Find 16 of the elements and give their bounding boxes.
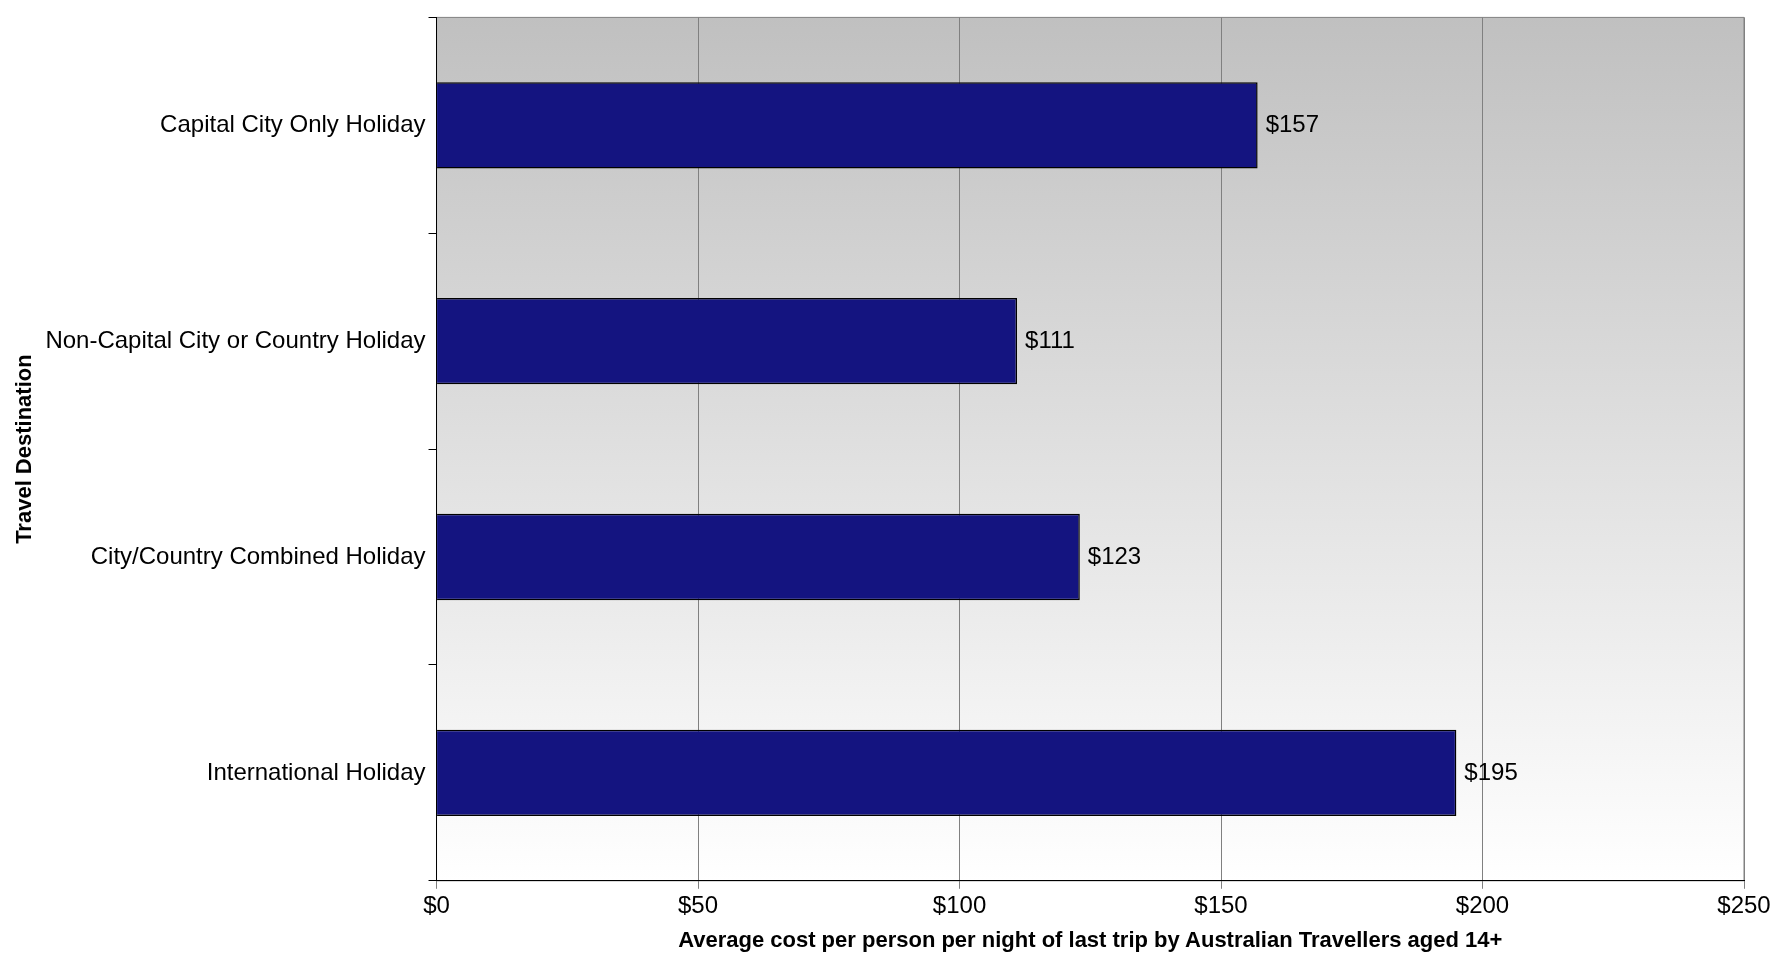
x-tick-label: $250 xyxy=(1717,890,1771,918)
x-tick-label: $50 xyxy=(678,890,719,918)
data-label: $157 xyxy=(1265,109,1320,137)
y-tick-label: Capital City Only Holiday xyxy=(160,109,426,137)
data-label: $195 xyxy=(1464,757,1518,785)
y-axis-title: Travel Destination xyxy=(11,354,37,544)
x-tick-label: $0 xyxy=(423,890,450,918)
y-tick-label: Non-Capital City or Country Holiday xyxy=(45,325,426,353)
x-tick-label: $200 xyxy=(1455,890,1510,918)
data-label: $123 xyxy=(1087,541,1142,569)
data-label: $111 xyxy=(1025,325,1075,353)
y-tick-label: City/Country Combined Holiday xyxy=(90,541,426,569)
y-tick-label: International Holiday xyxy=(206,757,426,785)
x-tick-label: $100 xyxy=(932,890,987,918)
x-tick-label: $150 xyxy=(1194,890,1248,918)
x-axis-title: Average cost per person per night of last trip by Australian Travellers aged 14+ xyxy=(678,926,1503,952)
